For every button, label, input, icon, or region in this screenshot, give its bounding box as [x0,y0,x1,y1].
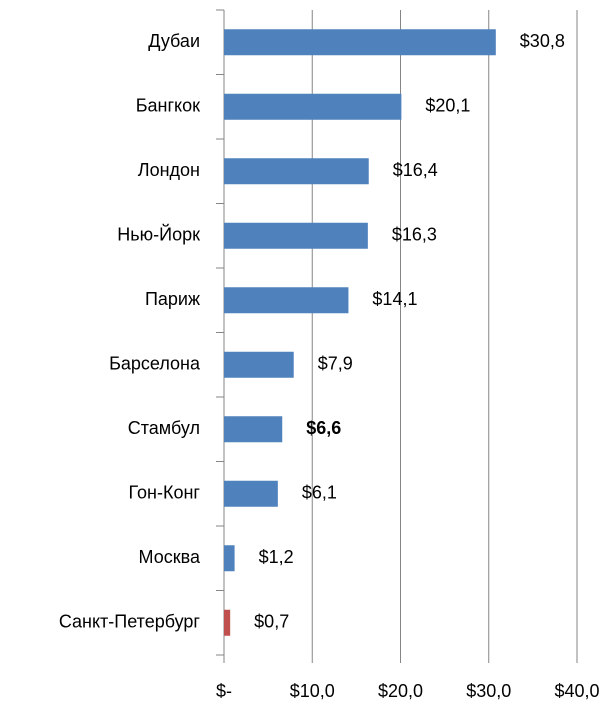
value-label: $6,1 [302,483,337,503]
bar [224,545,235,572]
value-label: $20,1 [425,96,470,116]
bar [224,609,231,636]
x-tick-label: $20,0 [378,681,423,701]
y-tick-label: Дубаи [148,31,200,51]
y-tick-label: Нью-Йорк [117,224,200,245]
value-label: $30,8 [520,31,565,51]
x-tick-label: $30,0 [466,681,511,701]
y-tick-label: Париж [145,289,200,309]
bar [224,29,496,56]
y-tick-label: Гон-Конг [129,483,201,503]
bar [224,480,278,507]
y-tick-label: Стамбул [128,418,200,438]
y-tick-label: Москва [139,547,201,567]
value-label: $7,9 [318,354,353,374]
bar [224,416,283,443]
y-tick-label: Санкт-Петербург [59,612,201,632]
x-tick-label: $- [216,681,232,701]
bar [224,158,369,185]
bar [224,93,402,120]
value-label: $14,1 [372,289,417,309]
value-label: $16,4 [393,160,438,180]
bar [224,351,294,378]
y-tick-label: Лондон [138,160,200,180]
x-tick-label: $40,0 [554,681,599,701]
bar [224,222,368,249]
value-label: $1,2 [259,547,294,567]
y-tick-label: Бангкок [136,96,200,116]
value-label: $16,3 [392,225,437,245]
value-label: $6,6 [306,418,341,438]
bar [224,287,349,314]
x-tick-label: $10,0 [290,681,335,701]
value-label: $0,7 [254,612,289,632]
y-tick-label: Барселона [109,354,201,374]
